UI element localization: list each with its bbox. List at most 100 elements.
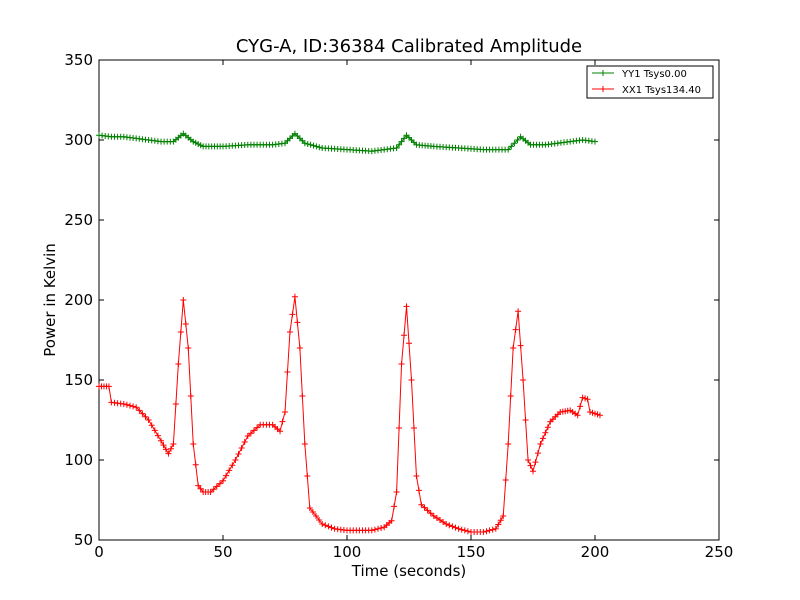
series-1-point: [413, 473, 420, 479]
series-1-point: [515, 308, 522, 315]
series-1-point: [584, 396, 591, 403]
series-1-point: [210, 486, 217, 493]
series-1: [96, 293, 603, 535]
x-tick-label: 250: [705, 543, 734, 561]
series-1-point: [247, 430, 254, 437]
series-1-point: [319, 521, 326, 527]
series-1-point: [455, 525, 462, 532]
series-1-point: [574, 412, 581, 419]
series-1-point: [254, 424, 261, 431]
series-1-point: [148, 422, 155, 429]
series-1-point: [133, 404, 140, 411]
x-axis-label: Time (seconds): [351, 562, 467, 580]
x-tick-label: 150: [457, 543, 486, 561]
series-1-point: [296, 345, 303, 351]
series-1-point: [197, 485, 204, 492]
series-1-point: [213, 483, 220, 490]
series-1-point: [277, 428, 284, 435]
series-1-point: [396, 425, 403, 431]
series-1-point: [328, 524, 335, 531]
legend-item-xx1: XX1 Tsys134.40: [592, 85, 701, 96]
series-1-point: [532, 459, 539, 466]
series-1-point: [162, 446, 169, 453]
series-1-point: [158, 437, 164, 444]
series-1-point: [512, 326, 519, 333]
series-1-point: [294, 319, 301, 326]
series-1-point: [458, 526, 465, 533]
series-1-point: [216, 480, 223, 487]
series-1-point: [464, 528, 471, 535]
series-1-point: [142, 413, 149, 420]
series-1-point: [177, 329, 184, 335]
series-1-point: [325, 523, 332, 530]
y-tick-label: 300: [64, 131, 93, 149]
series-1-point: [415, 487, 422, 494]
series-1-point: [424, 507, 431, 514]
legend-label-xx1: XX1 Tsys134.40: [622, 85, 701, 96]
series-1-point: [120, 401, 127, 407]
series-1-point: [418, 501, 425, 508]
series-1-point: [449, 523, 456, 530]
series-1-point: [223, 472, 230, 479]
series-1-point: [505, 441, 512, 447]
series-1-point: [160, 442, 167, 449]
series-1-point: [483, 528, 490, 535]
series-1-point: [542, 429, 549, 436]
y-tick-label: 150: [64, 371, 93, 389]
legend-label-yy1: YY1 Tsys0.00: [621, 69, 687, 80]
series-1-point: [220, 477, 226, 484]
series-1-point: [500, 513, 507, 519]
series-1-point: [507, 393, 514, 399]
series-0-point: [514, 137, 521, 143]
series-1-point: [187, 393, 194, 399]
series-1-point: [403, 303, 410, 310]
series-0-point: [401, 135, 408, 142]
series-1-point: [530, 468, 536, 475]
series-1-point: [130, 403, 137, 410]
plot-area: [98, 59, 720, 541]
series-1-point: [286, 329, 293, 335]
series-1-point: [182, 321, 189, 327]
series-1-point: [486, 527, 493, 534]
series-1-point: [238, 445, 245, 451]
series-1-point: [313, 513, 319, 519]
series-1-point: [235, 451, 242, 457]
series-1-point: [461, 527, 468, 534]
series-1-point: [192, 461, 199, 468]
series-1-point: [378, 525, 385, 531]
y-tick-label: 200: [64, 291, 93, 309]
legend: YY1 Tsys0.00 XX1 Tsys134.40: [586, 65, 714, 99]
y-tick-label: 100: [64, 451, 93, 469]
legend-box: [586, 65, 714, 99]
series-1-point: [437, 517, 443, 523]
series-1-point: [172, 401, 179, 407]
series-layer: [96, 130, 603, 535]
y-axis-label: Power in Kelvin: [41, 243, 59, 357]
y-tick-label: 350: [64, 51, 93, 69]
series-1-point: [371, 526, 378, 533]
series-0-point: [316, 144, 323, 151]
series-1-point: [520, 377, 527, 383]
chart-title: CYG-A, ID:36384 Calibrated Amplitude: [236, 36, 582, 57]
series-1-point: [401, 332, 408, 339]
series-1-point: [299, 393, 306, 399]
series-1-point: [596, 412, 603, 419]
x-tick-label: 0: [94, 543, 104, 561]
series-0-point: [304, 141, 311, 147]
series-1-point: [539, 435, 546, 442]
series-1-point: [123, 401, 130, 408]
series-1-point: [421, 504, 428, 511]
series-1-point: [165, 450, 172, 457]
series-1-point: [368, 527, 375, 534]
series-0-point: [313, 143, 320, 150]
series-1-point: [226, 467, 233, 474]
series-0-point: [393, 145, 400, 151]
series-1-point: [241, 439, 248, 445]
series-0-point: [592, 138, 598, 145]
series-1-point: [306, 505, 313, 511]
series-1-point: [440, 519, 447, 525]
series-1-point: [289, 311, 296, 318]
series-1-point: [279, 418, 286, 425]
series-1-point: [527, 462, 534, 469]
